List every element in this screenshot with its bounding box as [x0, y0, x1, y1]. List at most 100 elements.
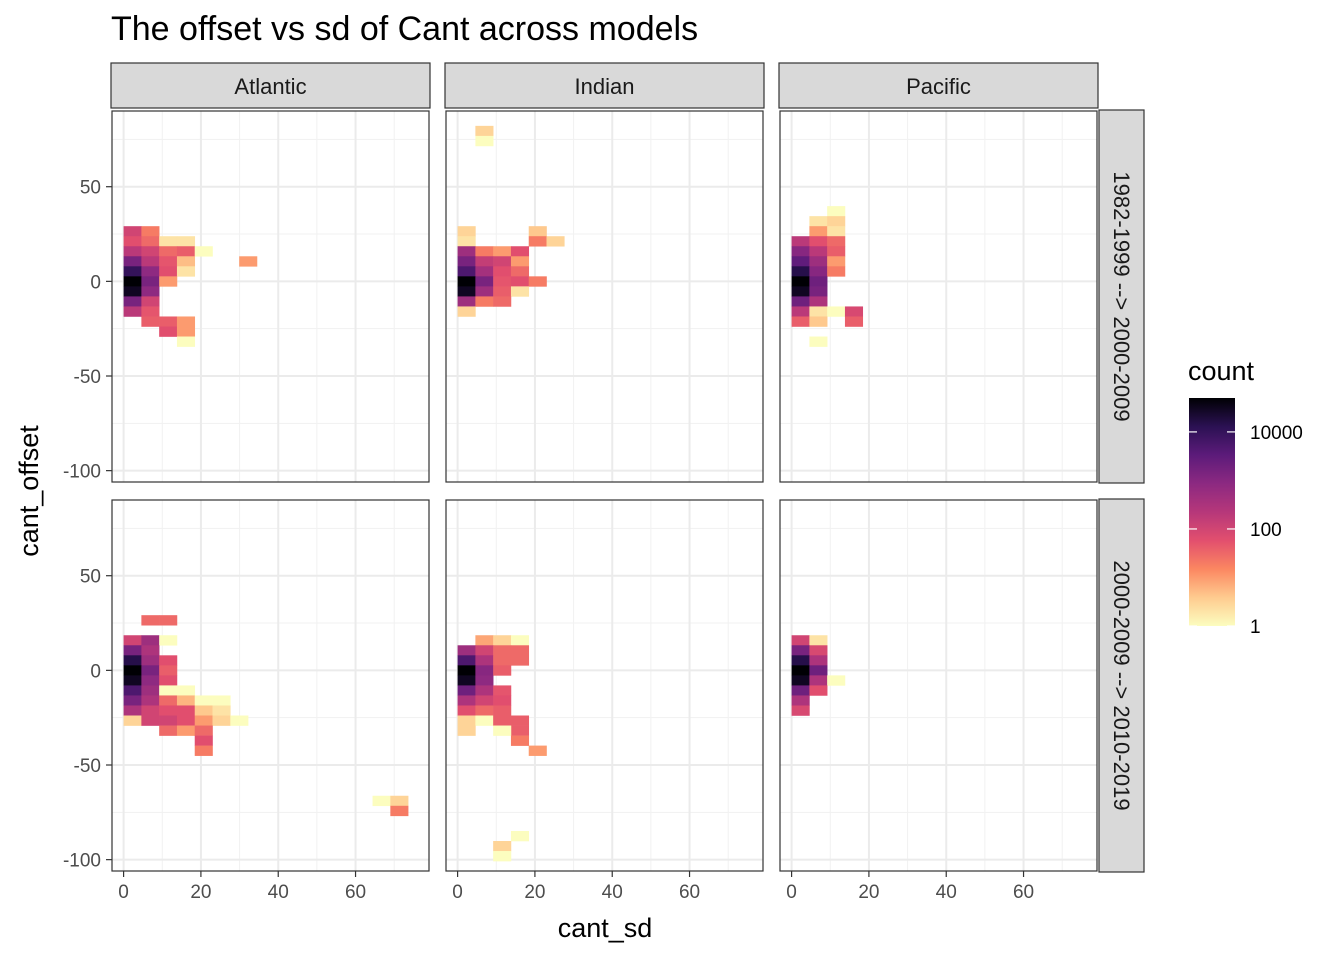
heatmap-cell: [457, 296, 476, 307]
heatmap-cell: [791, 675, 810, 686]
heatmap-cell: [791, 236, 810, 247]
heatmap-cell: [809, 296, 828, 307]
heatmap-cell: [791, 635, 810, 646]
heatmap-cell: [809, 266, 828, 277]
heatmap-cell: [457, 715, 476, 726]
strip-label-row-1: 1982-1999 --> 2000-2009: [1109, 171, 1134, 421]
y-axes: 50 0 -50 -100 50 0 -50 -100: [63, 178, 112, 872]
heatmap-cell: [159, 685, 178, 696]
heatmap-cell: [159, 705, 178, 716]
heatmap-cell: [827, 266, 846, 277]
x-tick-label: 0: [786, 882, 797, 903]
y-tick-label: 50: [80, 178, 101, 199]
panel-background: [780, 111, 1097, 482]
x-axes: 0 20 40 60 0 20 40 60 0 20 40 60: [118, 871, 1034, 903]
heatmap-cell: [176, 695, 196, 706]
heatmap-cell: [475, 685, 494, 696]
heatmap-cell: [159, 715, 178, 726]
heatmap-cell: [493, 256, 512, 267]
legend-label: 1: [1250, 617, 1261, 638]
heatmap-cell: [791, 645, 810, 656]
heatmap-cell: [123, 655, 142, 666]
legend: count 10000 100 1: [1188, 356, 1303, 638]
heatmap-cell: [827, 675, 846, 686]
heatmap-cell: [791, 655, 810, 666]
heatmap-cell: [493, 645, 512, 656]
x-tick-label: 60: [345, 882, 366, 903]
heatmap-cell: [123, 705, 142, 716]
heatmap-cell: [194, 725, 213, 736]
column-strips: Atlantic Indian Pacific: [110, 62, 1099, 109]
heatmap-cell: [475, 135, 494, 147]
heatmap-cell: [475, 125, 494, 137]
heatmap-cell: [141, 715, 160, 726]
heatmap-cell: [176, 715, 196, 726]
heatmap-cell: [390, 805, 409, 817]
strip-pacific: [778, 62, 1099, 109]
heatmap-cell: [493, 841, 512, 852]
x-axis-title: cant_sd: [558, 913, 653, 943]
heatmap-cell: [457, 705, 476, 716]
heatmap-cell: [475, 675, 494, 686]
heatmap-cell: [194, 705, 213, 716]
heatmap-cell: [809, 286, 828, 297]
heatmap-cell: [475, 256, 494, 267]
y-axis-title: cant_offset: [14, 425, 44, 557]
heatmap-cell: [493, 286, 512, 297]
panel-atlantic-row-1: [111, 110, 430, 483]
heatmap-cell: [791, 665, 810, 676]
heatmap-cell: [194, 745, 213, 756]
heatmap-cell: [141, 665, 160, 676]
heatmap-cell: [791, 276, 810, 287]
heatmap-cell: [141, 246, 160, 257]
heatmap-cell: [372, 795, 391, 807]
heatmap-cell: [141, 286, 160, 297]
heatmap-cell: [194, 246, 213, 257]
heatmap-cell: [809, 336, 828, 347]
heatmap-cell: [493, 705, 512, 716]
heatmap-cell: [123, 256, 142, 267]
heatmap-cell: [141, 316, 160, 327]
legend-ticks: 10000 100 1: [1189, 423, 1303, 638]
heatmap-cell: [176, 236, 196, 247]
heatmap-cell: [528, 236, 547, 247]
heatmap-cell: [123, 675, 142, 686]
heatmap-cell: [510, 715, 530, 726]
x-tick-label: 40: [936, 882, 957, 903]
heatmap-cell: [791, 705, 810, 716]
heatmap-cell: [194, 715, 213, 726]
heatmap-cell: [176, 256, 196, 267]
heatmap-cell: [493, 695, 512, 706]
heatmap-cell: [809, 256, 828, 267]
heatmap-cell: [809, 316, 828, 327]
heatmap-cell: [546, 236, 565, 247]
heatmap-cell: [475, 296, 494, 307]
heatmap-cell: [123, 695, 142, 706]
heatmap-cell: [510, 830, 530, 842]
heatmap-cell: [493, 635, 512, 646]
heatmap-cell: [141, 685, 160, 696]
heatmap-cell: [230, 715, 249, 726]
heatmap-cell: [141, 615, 160, 626]
heatmap-cell: [141, 276, 160, 287]
y-tick-label: -50: [74, 756, 101, 777]
heatmap-cell: [827, 246, 846, 257]
heatmap-cell: [809, 655, 828, 666]
y-tick-label: 0: [90, 272, 101, 293]
heatmap-cell: [159, 675, 178, 686]
heatmap-cell: [510, 276, 530, 287]
heatmap-cell: [844, 306, 864, 317]
heatmap-cell: [123, 306, 142, 317]
panel-pacific-row-2: [779, 499, 1098, 872]
legend-label: 100: [1250, 520, 1282, 541]
heatmap-cell: [493, 655, 512, 666]
heatmap-cell: [123, 286, 142, 297]
heatmap-cell: [457, 695, 476, 706]
x-tick-label: 0: [452, 882, 463, 903]
heatmap-cell: [123, 296, 142, 307]
panel-border: [111, 499, 430, 872]
heatmap-cell: [123, 665, 142, 676]
heatmap-cell: [475, 665, 494, 676]
heatmap-cell: [159, 236, 178, 247]
heatmap-cell: [493, 266, 512, 277]
